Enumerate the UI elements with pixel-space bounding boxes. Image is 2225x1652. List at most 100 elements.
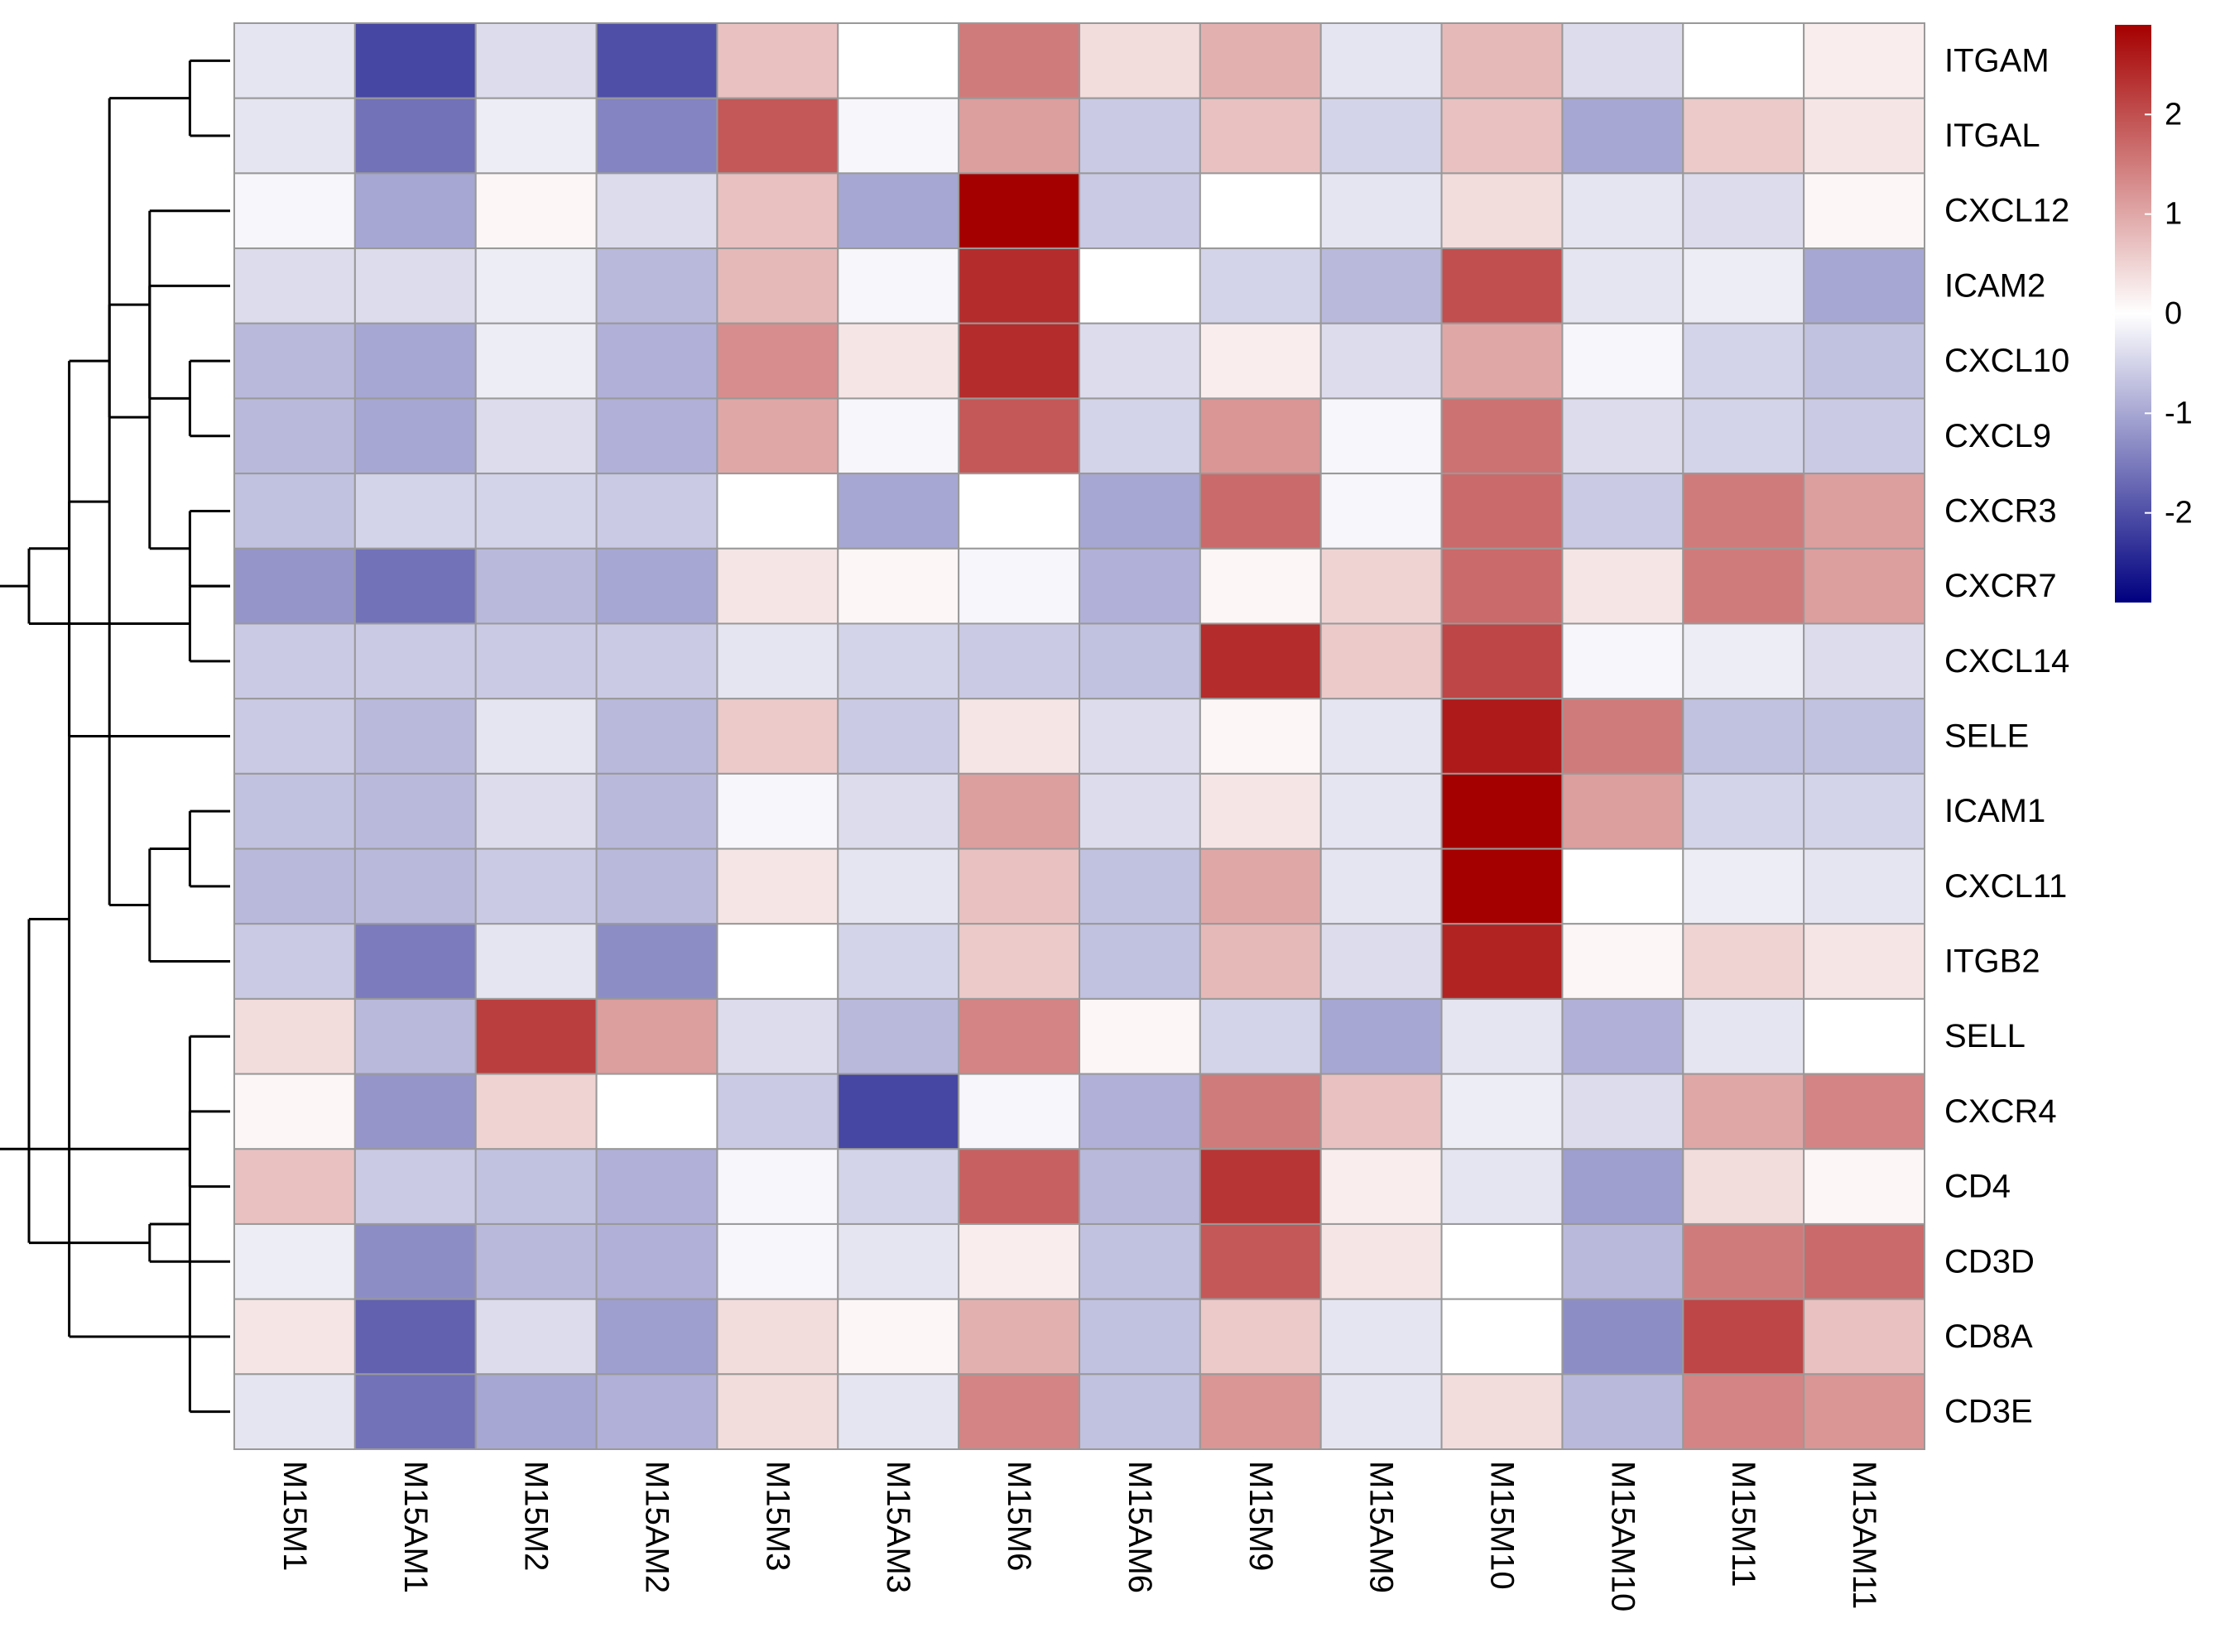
heatmap-cell xyxy=(1561,247,1684,324)
heatmap-cell xyxy=(958,772,1081,850)
heatmap-cell xyxy=(1199,923,1322,1000)
heatmap-cell xyxy=(1079,1148,1201,1225)
color-legend: 2 1 0 -1 -2 xyxy=(2115,25,2193,603)
heatmap-cell xyxy=(1319,322,1443,400)
heatmap-cell xyxy=(1440,622,1564,700)
heatmap-cell xyxy=(233,1148,356,1225)
heatmap-cell xyxy=(474,622,598,700)
column-label: M15M1 xyxy=(276,1461,313,1571)
heatmap-cell xyxy=(1079,1222,1201,1300)
heatmap-cell xyxy=(474,1298,598,1376)
heatmap-cell xyxy=(958,698,1081,775)
heatmap-cell xyxy=(958,22,1081,99)
heatmap-cell xyxy=(1440,1222,1564,1300)
heatmap-cell xyxy=(1561,322,1684,400)
heatmap-cell xyxy=(958,473,1081,550)
heatmap-cell xyxy=(1561,1148,1684,1225)
column-label: M15M10 xyxy=(1484,1461,1521,1590)
heatmap-cell xyxy=(1440,1373,1564,1450)
heatmap-cell xyxy=(1682,322,1805,400)
row-label: CXCL9 xyxy=(1944,418,2051,454)
heatmap-cell xyxy=(1199,848,1322,925)
heatmap-cell xyxy=(1682,622,1805,700)
legend-tick-label: 2 xyxy=(2165,97,2182,132)
heatmap-cell xyxy=(1440,1298,1564,1376)
heatmap-cell xyxy=(353,698,477,775)
heatmap-cell xyxy=(1199,1148,1322,1225)
heatmap-cell xyxy=(1561,997,1684,1075)
heatmap-cell xyxy=(716,848,839,925)
heatmap-cell xyxy=(1079,622,1201,700)
row-label: CXCR4 xyxy=(1944,1093,2057,1130)
heatmap-cell xyxy=(474,997,598,1075)
heatmap-cell xyxy=(1803,247,1925,324)
row-label: CD3E xyxy=(1944,1394,2033,1430)
heatmap-cell xyxy=(353,1073,477,1150)
heatmap-cell xyxy=(233,923,356,1000)
heatmap-cell xyxy=(716,698,839,775)
heatmap-cell xyxy=(1440,848,1564,925)
row-label: ITGAL xyxy=(1944,118,2040,154)
heatmap-cell xyxy=(353,923,477,1000)
heatmap-cell xyxy=(1682,997,1805,1075)
column-label: M15AM10 xyxy=(1604,1461,1641,1611)
heatmap-cell xyxy=(1561,848,1684,925)
column-label: M15M6 xyxy=(1001,1461,1037,1571)
heatmap-cell xyxy=(837,172,960,250)
row-label: SELE xyxy=(1944,718,2029,755)
heatmap-cell xyxy=(233,473,356,550)
heatmap-cell xyxy=(353,997,477,1075)
heatmap-cell xyxy=(595,1298,718,1376)
heatmap-cell xyxy=(1561,22,1684,99)
heatmap-cell xyxy=(353,622,477,700)
heatmap-cell xyxy=(837,1298,960,1376)
row-label: CXCL10 xyxy=(1944,343,2069,379)
heatmap-cell xyxy=(1199,997,1322,1075)
heatmap-cell xyxy=(353,848,477,925)
heatmap-cell xyxy=(1561,97,1684,175)
heatmap-cell xyxy=(1079,473,1201,550)
heatmap-cell xyxy=(353,547,477,625)
heatmap-cell xyxy=(1682,22,1805,99)
column-label: M15M9 xyxy=(1242,1461,1279,1571)
heatmap-cell xyxy=(716,622,839,700)
heatmap-cell xyxy=(353,772,477,850)
heatmap-cell xyxy=(716,247,839,324)
heatmap-cell xyxy=(1319,997,1443,1075)
heatmap-cell xyxy=(474,247,598,324)
heatmap-cell xyxy=(716,22,839,99)
heatmap-cell xyxy=(958,1298,1081,1376)
heatmap-cell xyxy=(233,172,356,250)
legend-tick-label: -1 xyxy=(2165,396,2193,430)
heatmap-cell xyxy=(353,1148,477,1225)
heatmap-cell xyxy=(474,97,598,175)
heatmap-cell xyxy=(1199,22,1322,99)
heatmap-cell xyxy=(958,322,1081,400)
row-label: ICAM2 xyxy=(1944,267,2045,304)
row-label: SELL xyxy=(1944,1018,2026,1054)
heatmap-cell xyxy=(595,1222,718,1300)
heatmap-cell xyxy=(1079,698,1201,775)
heatmap-cell xyxy=(353,1298,477,1376)
heatmap-cell xyxy=(474,22,598,99)
heatmap-cell xyxy=(233,848,356,925)
heatmap-cell xyxy=(1079,1373,1201,1450)
heatmap-cell xyxy=(1079,1073,1201,1150)
column-label: M15AM9 xyxy=(1363,1461,1400,1593)
heatmap-cell xyxy=(1199,172,1322,250)
heatmap-cell xyxy=(1199,547,1322,625)
heatmap-cell xyxy=(958,1373,1081,1450)
heatmap-cell xyxy=(353,1222,477,1300)
heatmap-cell xyxy=(474,547,598,625)
heatmap-cell xyxy=(716,397,839,475)
heatmap-cell xyxy=(1682,1373,1805,1450)
heatmap-cell xyxy=(1803,97,1925,175)
heatmap-cell xyxy=(353,322,477,400)
column-labels: M15M1 M15AM1 M15M2 M15AM2 M15M3 M15AM3 M15M6 M1… xyxy=(276,1461,1882,1611)
heatmap-cell xyxy=(1561,622,1684,700)
heatmap-cell xyxy=(1803,397,1925,475)
heatmap-cell xyxy=(1440,22,1564,99)
heatmap-cell xyxy=(1440,247,1564,324)
legend-tick-label: -2 xyxy=(2165,496,2193,531)
heatmap-cell xyxy=(1803,22,1925,99)
